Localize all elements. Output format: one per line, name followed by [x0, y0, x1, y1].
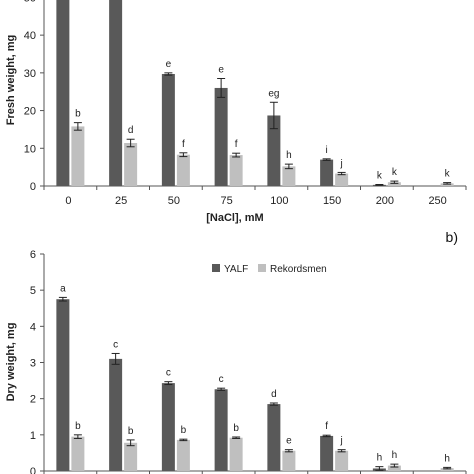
- bar-rekordsmen-50: [176, 439, 190, 471]
- legend-label: Rekordsmen: [270, 264, 327, 275]
- significance-letter: d: [128, 125, 134, 136]
- bar-s1-250: [440, 183, 454, 186]
- significance-letter: k: [377, 170, 383, 181]
- bar-s0-25: [109, 0, 123, 186]
- bar-yalf-25: [109, 358, 123, 471]
- bar-yalf-100: [267, 404, 281, 471]
- bar-yalf-0: [56, 299, 70, 471]
- significance-letter: c: [166, 368, 171, 379]
- significance-letter: b: [128, 426, 134, 437]
- significance-letter: a: [60, 283, 66, 294]
- x-tick-label: 150: [323, 195, 341, 207]
- bar-s1-75: [229, 155, 243, 186]
- y-tick-label: 40: [24, 30, 36, 42]
- legend-swatch: [258, 264, 266, 272]
- significance-letter: e: [286, 436, 292, 447]
- significance-letter: k: [392, 167, 398, 178]
- bar-s0-50: [161, 73, 175, 186]
- x-tick-label: 50: [168, 195, 180, 207]
- y-tick-label: 0: [30, 466, 36, 474]
- y-tick-label: 2: [30, 394, 36, 406]
- y-tick-label: 50: [24, 0, 36, 4]
- significance-letter: h: [286, 150, 292, 161]
- bar-s1-25: [124, 143, 138, 186]
- bar-yalf-50: [161, 383, 175, 471]
- significance-letter: i: [326, 145, 328, 156]
- x-tick-label: 25: [115, 195, 127, 207]
- bar-s1-0: [71, 126, 85, 186]
- significance-letter: b: [75, 421, 81, 432]
- x-tick-label: 75: [221, 195, 233, 207]
- significance-letter: b: [233, 423, 239, 434]
- bar-yalf-150: [320, 435, 334, 471]
- bar-s0-150: [320, 159, 334, 186]
- x-tick-label: 0: [65, 195, 71, 207]
- bar-rekordsmen-100: [282, 450, 296, 471]
- significance-letter: c: [113, 339, 118, 350]
- significance-letter: f: [235, 139, 238, 150]
- significance-letter: k: [445, 169, 451, 180]
- bar-rekordsmen-250: [440, 468, 454, 471]
- y-tick-label: 20: [24, 106, 36, 118]
- significance-letter: h: [377, 453, 383, 464]
- significance-letter: eg: [268, 88, 279, 99]
- significance-letter: j: [340, 436, 343, 447]
- x-tick-label: 200: [376, 195, 394, 207]
- bar-s1-100: [282, 166, 296, 186]
- y-tick-label: 0: [30, 181, 36, 193]
- bar-s1-150: [335, 173, 349, 186]
- x-tick-label: 100: [270, 195, 288, 207]
- significance-letter: j: [340, 158, 343, 169]
- x-axis-title: [NaCl], mM: [206, 212, 263, 224]
- y-axis-title: Dry weight, mg: [5, 323, 17, 402]
- significance-letter: e: [166, 59, 172, 70]
- bar-yalf-75: [214, 389, 228, 471]
- y-tick-label: 4: [30, 321, 36, 333]
- bar-rekordsmen-0: [71, 436, 85, 471]
- legend-swatch: [212, 264, 220, 272]
- bar-s0-75: [214, 87, 228, 186]
- y-tick-label: 3: [30, 358, 36, 370]
- significance-letter: d: [271, 389, 277, 400]
- legend-label: YALF: [224, 264, 248, 275]
- bar-s0-100: [267, 115, 281, 186]
- significance-letter: b: [181, 425, 187, 436]
- significance-letter: e: [218, 65, 224, 76]
- bar-s1-50: [176, 154, 190, 186]
- y-axis-title: Fresh weight, mg: [5, 35, 17, 125]
- panel-label: b): [446, 229, 458, 245]
- y-tick-label: 10: [24, 143, 36, 155]
- significance-letter: f: [182, 139, 185, 150]
- bar-rekordsmen-25: [124, 442, 138, 471]
- y-tick-label: 30: [24, 68, 36, 80]
- bar-rekordsmen-200: [387, 465, 401, 471]
- y-tick-label: 5: [30, 285, 36, 297]
- bar-rekordsmen-75: [229, 437, 243, 471]
- significance-letter: f: [325, 421, 328, 432]
- significance-letter: c: [219, 374, 224, 385]
- bar-s0-0: [56, 0, 70, 187]
- y-tick-label: 1: [30, 430, 36, 442]
- significance-letter: h: [392, 450, 398, 461]
- y-tick-label: 6: [30, 249, 36, 261]
- fresh-weight-chart: 01020304050eeegikbdffhjkk025507510015020…: [5, 0, 467, 224]
- bar-rekordsmen-150: [335, 450, 349, 471]
- bar-s1-200: [387, 182, 401, 186]
- significance-letter: b: [75, 109, 81, 120]
- significance-letter: h: [444, 453, 450, 464]
- x-tick-label: 250: [428, 195, 446, 207]
